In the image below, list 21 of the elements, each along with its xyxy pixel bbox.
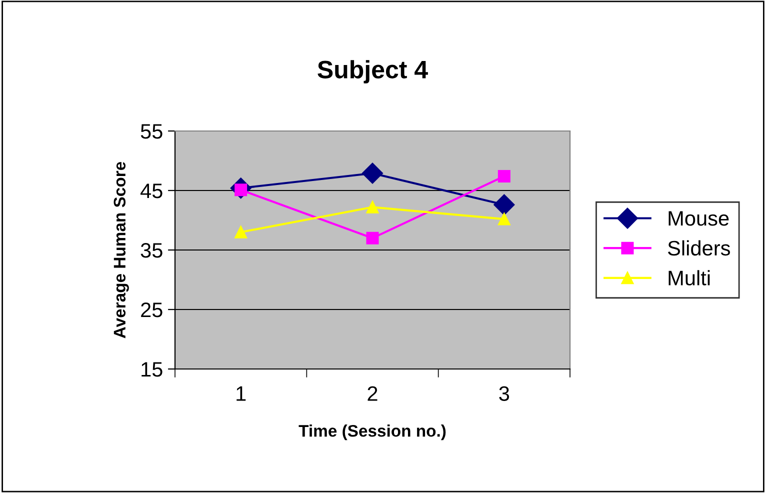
point — [366, 200, 379, 214]
y-tick-label: 55 — [140, 124, 162, 139]
y-axis-title: Average Human Score — [114, 162, 129, 338]
point — [362, 162, 384, 184]
legend-label: Multi — [668, 270, 710, 286]
y-tick-label: 35 — [140, 243, 162, 258]
point — [494, 194, 515, 216]
x-tick-label: 2 — [368, 386, 378, 401]
legend-label: Sliders — [668, 240, 730, 256]
y-tick-label: 15 — [142, 362, 162, 377]
point — [498, 170, 510, 182]
point — [234, 226, 248, 238]
y-tick-label: 45 — [140, 184, 162, 198]
x-tick-label: 3 — [499, 386, 510, 401]
point — [366, 232, 379, 244]
x-axis-title: Time (Session no.) — [298, 424, 446, 440]
chart-title: Subject 4 — [318, 60, 428, 84]
x-tick-label: 1 — [236, 386, 246, 401]
legend-label: Mouse — [668, 211, 729, 226]
y-tick-label: 25 — [141, 302, 162, 318]
point — [498, 212, 510, 226]
